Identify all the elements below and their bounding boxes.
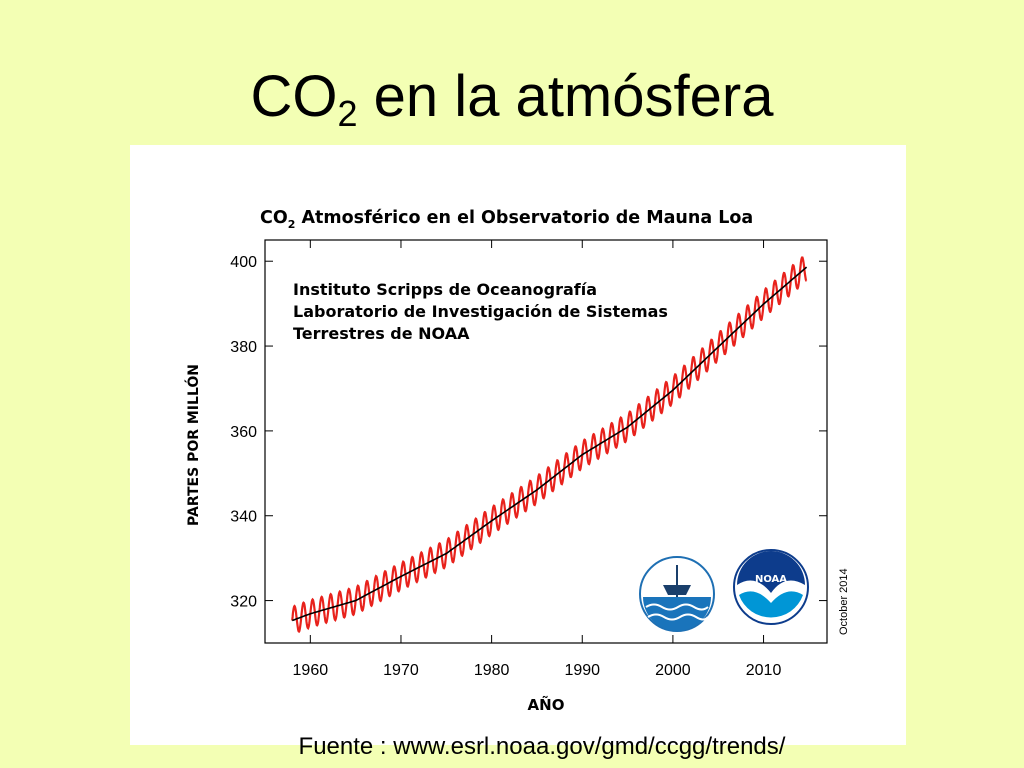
plot-frame <box>264 239 828 644</box>
svg-text:NOAA: NOAA <box>755 574 787 585</box>
monthly-co2-series <box>291 256 808 634</box>
y-tick-label: 360 <box>230 424 257 441</box>
y-tick-label: 340 <box>230 509 257 526</box>
scripps-logo <box>639 556 715 632</box>
y-axis-label: PARTES POR MILLÓN <box>184 364 202 526</box>
x-tick-label: 2010 <box>746 662 782 679</box>
noaa-logo: NOAA <box>733 549 809 625</box>
chart-figure: CO2 Atmosférico en el Observatorio de Ma… <box>130 145 906 745</box>
x-axis-label: AÑO <box>528 695 565 714</box>
y-axis: 320 340 360 380 400 <box>230 254 827 611</box>
slide-title: CO2 en la atmósfera <box>0 62 1024 149</box>
x-tick-label: 1980 <box>474 662 510 679</box>
source-note: Fuente : www.esrl.noaa.gov/gmd/ccgg/tren… <box>298 733 786 760</box>
trend-co2-series <box>291 266 808 622</box>
slide-title-co: CO <box>250 64 338 129</box>
x-tick-label: 1970 <box>383 662 419 679</box>
y-tick-label: 320 <box>230 594 257 611</box>
y-tick-label: 380 <box>230 339 257 356</box>
slide-title-subscript: 2 <box>337 93 358 134</box>
x-tick-label: 1960 <box>293 662 329 679</box>
institution-line-1: Instituto Scripps de Oceanografía <box>293 280 597 299</box>
x-tick-label: 2000 <box>655 662 691 679</box>
slide-title-rest: en la atmósfera <box>357 64 774 129</box>
x-tick-label: 1990 <box>564 662 600 679</box>
chart-title: CO2 Atmosférico en el Observatorio de Ma… <box>260 208 753 231</box>
date-note: October 2014 <box>838 568 850 635</box>
institution-line-3: Terrestres de NOAA <box>293 324 470 343</box>
x-axis: 1960 1970 1980 1990 2000 2010 <box>293 240 782 679</box>
institution-line-2: Laboratorio de Investigación de Sistemas <box>293 302 668 321</box>
y-tick-label: 400 <box>230 254 257 271</box>
co2-chart: CO2 Atmosférico en el Observatorio de Ma… <box>184 208 850 714</box>
